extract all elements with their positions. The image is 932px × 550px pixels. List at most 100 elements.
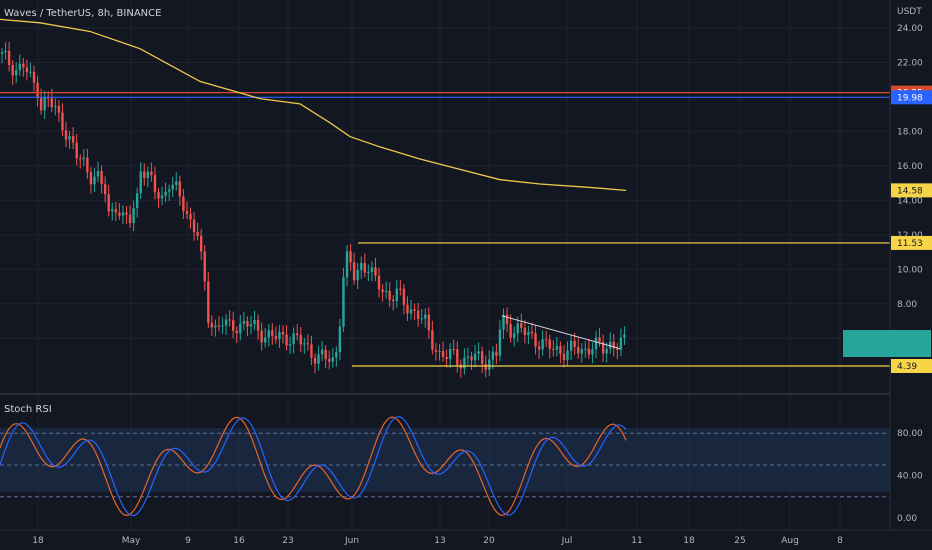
- candle-body: [32, 71, 36, 83]
- candle-body: [452, 348, 455, 350]
- candle-body: [146, 171, 150, 178]
- candle-body: [424, 314, 427, 319]
- candle-body: [484, 363, 487, 370]
- candle-body: [488, 359, 491, 370]
- time-tick-label: 18: [683, 536, 695, 546]
- candle-body: [11, 64, 14, 76]
- candle-body: [274, 336, 278, 340]
- candle-body: [178, 181, 182, 197]
- candle-body: [331, 357, 334, 362]
- candle-body: [288, 344, 292, 346]
- candle-body: [562, 353, 566, 361]
- candle-body: [395, 288, 399, 302]
- candle-body: [477, 351, 480, 354]
- candle-body: [296, 333, 299, 336]
- candle-body: [409, 309, 413, 314]
- candle-body: [89, 172, 93, 185]
- candle-body: [594, 337, 598, 350]
- indicator-title: Stoch RSI: [4, 404, 52, 415]
- candle-body: [438, 351, 441, 353]
- time-tick-label: 8: [837, 536, 843, 546]
- candle-body: [278, 331, 281, 340]
- candle-body: [448, 348, 452, 360]
- candle-body: [317, 354, 320, 364]
- candle-body: [559, 346, 562, 354]
- candle-body: [587, 348, 591, 355]
- candle-body: [86, 157, 89, 173]
- candle-body: [50, 98, 53, 108]
- candle-body: [345, 251, 349, 278]
- price-tick-label: 18.00: [897, 127, 923, 137]
- candle-body: [360, 263, 363, 271]
- candle-body: [548, 339, 551, 349]
- candle-body: [82, 157, 86, 160]
- candle-body: [210, 323, 214, 328]
- descending-trendline: [501, 315, 621, 350]
- candle-body: [534, 333, 537, 347]
- candle-body: [114, 209, 118, 213]
- candle-body: [47, 97, 50, 99]
- candle-body: [207, 281, 210, 324]
- candle-body: [79, 158, 82, 160]
- candle-body: [271, 330, 274, 337]
- candle-body: [381, 289, 384, 293]
- candle-body: [555, 346, 559, 350]
- price-label-text: 11.53: [897, 239, 923, 249]
- candle-body: [609, 341, 612, 349]
- candle-body: [231, 320, 235, 331]
- candle-body: [541, 339, 544, 350]
- price-tick-label: 10.00: [897, 265, 923, 275]
- candle-body: [328, 358, 331, 362]
- candle-body: [598, 337, 601, 343]
- candle-body: [338, 326, 342, 353]
- candle-body: [416, 310, 420, 319]
- candles-group: [0, 41, 626, 378]
- candle-body: [285, 334, 288, 346]
- price-label-text: 19.98: [897, 93, 923, 103]
- time-tick-label: Jun: [344, 536, 359, 546]
- stoch-ticks: 80.00 40.00 0.00: [897, 429, 923, 524]
- candle-body: [580, 349, 583, 354]
- candle-body: [61, 112, 64, 131]
- time-tick-label: 13: [434, 536, 445, 546]
- candle-body: [121, 212, 125, 216]
- candle-body: [399, 288, 402, 290]
- candle-body: [281, 331, 285, 335]
- candle-body: [573, 340, 576, 347]
- candle-body: [544, 339, 548, 341]
- moving-average-line: [0, 18, 627, 192]
- candle-body: [616, 348, 619, 350]
- candle-body: [214, 325, 217, 328]
- candle-body: [221, 325, 224, 327]
- candle-body: [29, 71, 32, 73]
- candle-body: [498, 329, 502, 356]
- candle-body: [356, 270, 359, 281]
- candle-body: [420, 318, 423, 320]
- candle-body: [164, 191, 167, 196]
- stoch-tick-label: 0.00: [897, 514, 917, 524]
- candle-body: [203, 251, 206, 282]
- candle-body: [224, 319, 228, 326]
- candle-body: [502, 314, 505, 330]
- candle-body: [150, 171, 153, 176]
- candle-body: [612, 341, 615, 349]
- candle-body: [260, 330, 263, 343]
- candle-body: [249, 324, 253, 327]
- chart-title: Waves / TetherUS, 8h, BINANCE: [4, 8, 162, 19]
- candle-body: [43, 97, 46, 111]
- candle-body: [175, 181, 178, 185]
- candle-body: [605, 348, 608, 354]
- candle-body: [566, 350, 569, 361]
- candle-body: [128, 214, 132, 223]
- candle-body: [239, 323, 242, 334]
- candle-body: [22, 63, 25, 68]
- candle-body: [242, 321, 246, 324]
- candle-body: [527, 331, 530, 336]
- candle-body: [619, 337, 623, 350]
- candle-body: [107, 194, 110, 212]
- candle-body: [68, 136, 71, 140]
- price-tick-label: 8.00: [897, 300, 917, 310]
- candle-body: [0, 52, 4, 54]
- stoch-tick-label: 40.00: [897, 472, 923, 482]
